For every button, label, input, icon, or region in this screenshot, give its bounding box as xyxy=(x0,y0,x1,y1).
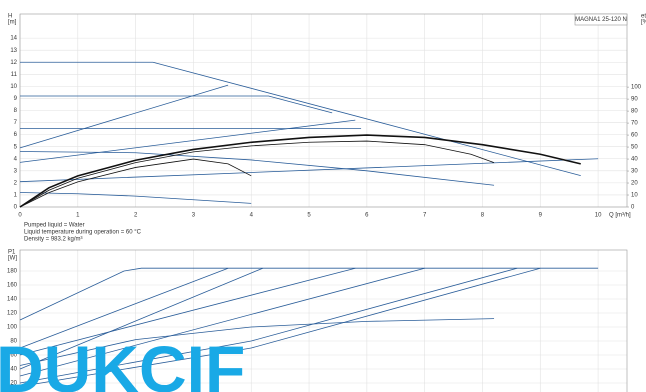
y-axis-label: [m] xyxy=(8,20,17,26)
plot-frame xyxy=(19,13,628,208)
note: Liquid temperature during operation = 60… xyxy=(24,230,142,236)
y2-axis-label: [%] xyxy=(641,20,646,26)
x-tick-label: 6 xyxy=(365,213,369,219)
y2-tick-label: 60 xyxy=(631,133,638,139)
curve xyxy=(19,151,495,186)
y-tick-label: 3 xyxy=(14,168,18,174)
curve xyxy=(19,134,581,208)
y-tick-label: 5 xyxy=(14,144,18,150)
curve xyxy=(19,158,599,183)
y-tick-label: 14 xyxy=(10,36,17,42)
x-tick-label: 3 xyxy=(192,213,196,219)
y-tick-label: 9 xyxy=(14,96,18,102)
y-tick-label: 180 xyxy=(7,269,18,275)
y-tick-label: 12 xyxy=(10,60,17,66)
curve xyxy=(19,267,425,377)
curve xyxy=(19,84,229,149)
curve xyxy=(20,61,581,177)
y-tick-label: 4 xyxy=(14,156,18,162)
y-tick-label: 0 xyxy=(14,205,18,211)
y2-tick-label: 40 xyxy=(631,157,638,163)
x-tick-label: 4 xyxy=(250,213,254,219)
y-tick-label: 2 xyxy=(14,180,18,186)
x-tick-label: 8 xyxy=(481,213,485,219)
y2-tick-label: 0 xyxy=(631,205,635,211)
curve xyxy=(19,267,599,321)
y2-tick-label: 90 xyxy=(631,97,638,103)
y2-tick-label: 70 xyxy=(631,121,638,127)
y-tick-label: 60 xyxy=(10,353,17,359)
y2-tick-label: 100 xyxy=(631,85,642,91)
x-tick-label: 7 xyxy=(423,213,427,219)
y-tick-label: 80 xyxy=(10,339,17,345)
y-tick-label: 10 xyxy=(10,84,17,90)
y-tick-label: 40 xyxy=(10,367,17,373)
curve xyxy=(19,192,252,204)
y2-axis-label: eta xyxy=(641,14,646,20)
y-tick-label: 7 xyxy=(14,120,18,126)
y2-tick-label: 50 xyxy=(631,145,638,151)
note: Density = 983.2 kg/m³ xyxy=(24,237,83,243)
y-axis-label: [W] xyxy=(8,256,17,262)
x-tick-label: 1 xyxy=(76,213,80,219)
watermark: DUKCIF xyxy=(0,332,245,392)
title-box xyxy=(574,13,628,26)
curve xyxy=(19,267,263,370)
note: Pumped liquid = Water xyxy=(24,223,85,229)
curve xyxy=(19,140,495,208)
y-axis-label: H xyxy=(8,14,12,20)
y-tick-label: 13 xyxy=(10,48,17,54)
x-tick-label: 10 xyxy=(595,213,602,219)
y-tick-label: 11 xyxy=(11,72,18,78)
y-tick-label: 6 xyxy=(14,132,18,138)
curve xyxy=(19,318,495,366)
x-tick-label: 5 xyxy=(307,213,311,219)
curve xyxy=(19,158,252,208)
y2-tick-label: 10 xyxy=(631,193,638,199)
y-tick-label: 160 xyxy=(7,283,18,289)
y-axis-label: P1 xyxy=(8,250,16,256)
curve xyxy=(19,267,229,349)
x-tick-label: 9 xyxy=(539,213,543,219)
y2-tick-label: 20 xyxy=(631,181,638,187)
curve xyxy=(20,95,333,114)
curve xyxy=(19,267,518,384)
plot-frame xyxy=(19,249,628,392)
y2-tick-label: 30 xyxy=(631,169,638,175)
y-tick-label: 8 xyxy=(14,108,18,114)
y-tick-label: 1 xyxy=(14,193,18,199)
curve xyxy=(19,267,541,387)
y2-tick-label: 80 xyxy=(631,109,638,115)
x-tick-label: 2 xyxy=(134,213,138,219)
x-tick-label: 0 xyxy=(18,213,22,219)
y-tick-label: 120 xyxy=(7,311,18,317)
y-tick-label: 100 xyxy=(7,325,18,331)
curve xyxy=(19,267,356,356)
y-tick-label: 140 xyxy=(7,297,18,303)
x-axis-label: Q [m³/h] xyxy=(609,213,631,219)
y-tick-label: 20 xyxy=(10,381,17,387)
curve xyxy=(19,119,356,163)
chart-title: MAGNA1 25-120 N xyxy=(575,17,627,23)
